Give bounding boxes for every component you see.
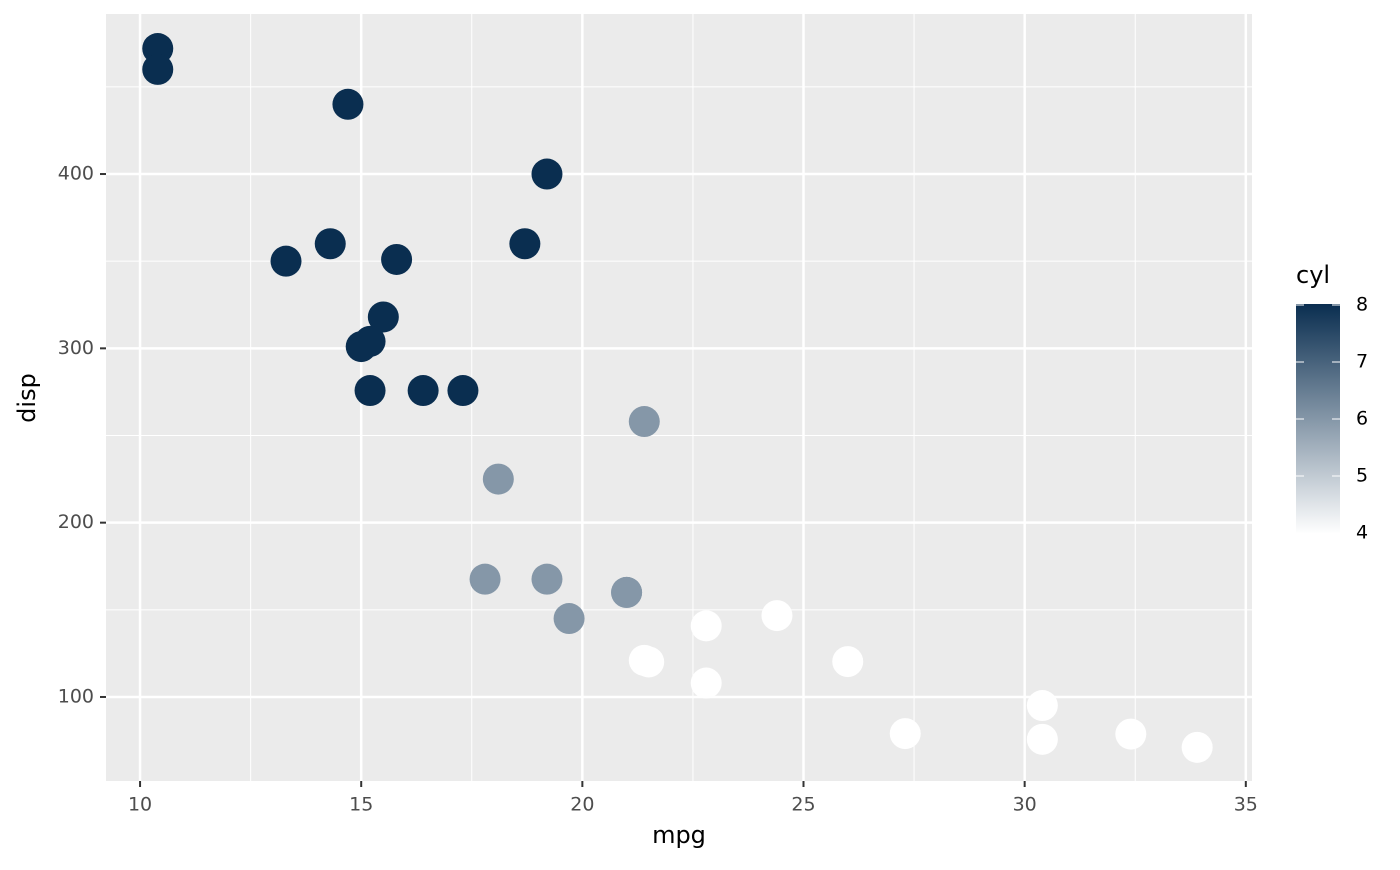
point (407, 375, 439, 407)
point (509, 228, 541, 260)
point (553, 603, 585, 635)
point (332, 88, 364, 120)
plot-panel (106, 14, 1252, 781)
legend-label: 6 (1356, 408, 1368, 430)
y-tick-label: 400 (58, 163, 94, 185)
legend-label: 4 (1356, 522, 1368, 544)
point (482, 463, 514, 495)
point (469, 563, 501, 595)
point (314, 228, 346, 260)
point (1026, 690, 1058, 722)
y-axis-title: disp (13, 373, 41, 423)
point (447, 375, 479, 407)
point (270, 245, 302, 277)
point (690, 667, 722, 699)
point (690, 610, 722, 642)
legend-label: 5 (1356, 465, 1368, 487)
grid (106, 14, 1252, 781)
point (345, 331, 377, 363)
point (142, 53, 174, 85)
point (1026, 723, 1058, 755)
y-tick-label: 100 (58, 685, 94, 707)
point (354, 375, 386, 407)
x-tick-label: 10 (128, 794, 152, 816)
legend-title: cyl (1296, 261, 1330, 289)
point (531, 158, 563, 190)
point (381, 243, 413, 275)
x-tick-label: 30 (1013, 794, 1037, 816)
x-tick-label: 25 (791, 794, 815, 816)
points (142, 33, 1213, 763)
point (832, 646, 864, 678)
x-axis-title: mpg (652, 821, 706, 849)
point (531, 563, 563, 595)
point (628, 644, 660, 676)
legend-label: 8 (1356, 294, 1368, 316)
point (367, 301, 399, 333)
point (628, 406, 660, 438)
x-tick-label: 15 (349, 794, 373, 816)
point (761, 600, 793, 632)
point (889, 718, 921, 750)
x-tick-label: 20 (570, 794, 594, 816)
y-tick-label: 200 (58, 511, 94, 533)
y-tick-label: 300 (58, 337, 94, 359)
legend-label: 7 (1356, 351, 1368, 373)
point (611, 576, 643, 608)
x-tick-label: 35 (1234, 794, 1258, 816)
point (1115, 718, 1147, 750)
point (1181, 731, 1213, 763)
